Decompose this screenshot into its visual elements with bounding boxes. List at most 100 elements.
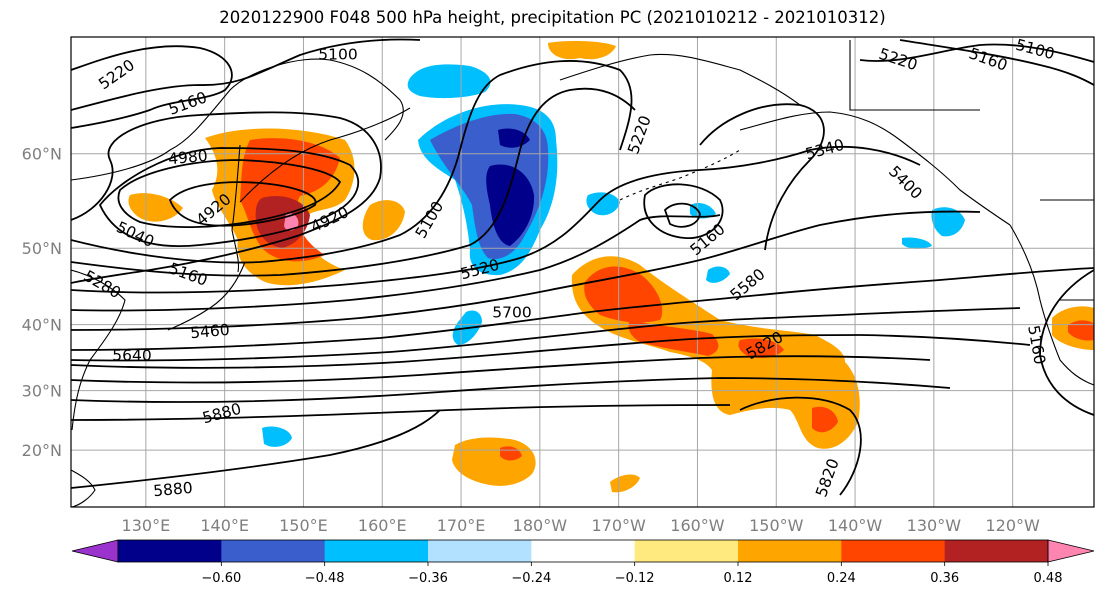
latitude-label: 20°N bbox=[22, 441, 62, 460]
precip-shading bbox=[128, 41, 1094, 493]
contour-label: 5340 bbox=[803, 136, 846, 164]
aleutian-islands bbox=[619, 149, 741, 201]
colorbar-outline bbox=[117, 539, 1049, 563]
colorbar-tick-label: −0.60 bbox=[201, 571, 241, 586]
contour-label: 5220 bbox=[877, 45, 920, 74]
contour-label: 5880 bbox=[153, 479, 194, 500]
contour-label: 5160 bbox=[967, 44, 1010, 74]
contour-5820-high bbox=[739, 396, 862, 496]
contour-5580 bbox=[71, 307, 1021, 362]
precip-area-lightblue bbox=[586, 192, 620, 216]
latitude-labels: 60°N 50°N 40°N 30°N 20°N bbox=[22, 145, 62, 460]
colorbar-tick-label: −0.48 bbox=[305, 571, 345, 586]
colorbar-segment bbox=[634, 540, 739, 562]
precip-area-lightblue bbox=[407, 64, 491, 99]
contour-4920 bbox=[168, 181, 317, 227]
contour-label: 4980 bbox=[168, 147, 209, 168]
contour-trough-alaska bbox=[699, 103, 825, 251]
colorbar-tick-label: 0.36 bbox=[930, 571, 959, 586]
contour-label: 5100 bbox=[318, 46, 357, 64]
longitude-label: 170°E bbox=[437, 516, 486, 535]
contour-4980 bbox=[117, 159, 342, 228]
map-frame bbox=[70, 36, 1095, 508]
coastline-alaska-south bbox=[739, 111, 1011, 226]
colorbar-segment bbox=[324, 540, 429, 562]
latitude-label: 40°N bbox=[22, 316, 62, 335]
coastline-kurils bbox=[239, 107, 411, 203]
colorbar-extend-max bbox=[1047, 539, 1095, 563]
contour-5640 bbox=[71, 334, 1031, 369]
colorbar-tick-label: 0.48 bbox=[1034, 571, 1063, 586]
colorbar-tick-label: 0.24 bbox=[827, 571, 856, 586]
precip-area-red bbox=[812, 406, 838, 433]
colorbar-segment bbox=[118, 540, 222, 562]
contour-label: 5220 bbox=[95, 56, 138, 93]
longitude-label: 170°W bbox=[591, 516, 646, 535]
contour-5760-east bbox=[1039, 269, 1094, 416]
contour-5040 bbox=[98, 147, 360, 247]
precip-area-lightblue bbox=[902, 237, 932, 249]
longitude-label: 140°E bbox=[200, 516, 249, 535]
contour-label: 5100 bbox=[412, 198, 447, 241]
coastline-alaska-west bbox=[559, 53, 801, 106]
contour-label: 5880 bbox=[200, 400, 243, 428]
precip-area-orange bbox=[362, 200, 405, 241]
longitude-label: 120°W bbox=[985, 516, 1040, 535]
colorbar-extend-min bbox=[71, 539, 119, 563]
colorbar-tick-label: −0.24 bbox=[511, 571, 551, 586]
precip-area-orange bbox=[548, 41, 616, 60]
contour-5220-east bbox=[859, 43, 1094, 63]
contour-5160-north bbox=[71, 38, 421, 111]
precip-area-lightblue bbox=[690, 203, 716, 219]
latitude-label: 50°N bbox=[22, 239, 62, 258]
contour-5100 bbox=[71, 60, 633, 264]
contour-5220-west bbox=[71, 45, 233, 129]
contour-5340 bbox=[71, 145, 921, 294]
contour-5460 bbox=[71, 210, 981, 331]
contour-5220 bbox=[71, 87, 636, 277]
longitude-label: 150°E bbox=[279, 516, 328, 535]
coastline-sakhalin bbox=[231, 144, 241, 273]
contour-5160-east bbox=[899, 39, 1094, 86]
longitude-label: 160°W bbox=[670, 516, 725, 535]
colorbar-segment bbox=[841, 540, 946, 562]
contour-label: 5160 bbox=[1024, 324, 1049, 366]
contour-5820 bbox=[71, 404, 731, 421]
longitude-label: 160°E bbox=[358, 516, 407, 535]
longitude-label: 180°W bbox=[513, 516, 568, 535]
coastlines bbox=[71, 40, 1094, 507]
colorbar-tick-label: 0.12 bbox=[724, 571, 753, 586]
coastline-siberia bbox=[71, 58, 404, 181]
graticule bbox=[71, 37, 1094, 507]
contour-5880 bbox=[71, 409, 441, 489]
contour-label: 5280 bbox=[81, 267, 124, 302]
contour-5160-low bbox=[71, 111, 382, 284]
colorbar-tick-label: −0.12 bbox=[615, 571, 655, 586]
colorbar-segment bbox=[944, 540, 1049, 562]
latitude-label: 30°N bbox=[22, 382, 62, 401]
coastline-north-america bbox=[1009, 224, 1094, 386]
contour-label: 5460 bbox=[190, 321, 231, 342]
colorbar-segment bbox=[738, 540, 842, 562]
precip-area-red bbox=[628, 320, 719, 356]
coastline-korea-china bbox=[71, 269, 126, 431]
contour-5160-ring-outer bbox=[643, 183, 724, 239]
coastline-south-china bbox=[71, 469, 96, 507]
contour-label: 5640 bbox=[112, 347, 151, 365]
colorbar-segment bbox=[531, 540, 636, 562]
contour-label: 5820 bbox=[812, 456, 842, 499]
longitude-label: 140°W bbox=[828, 516, 883, 535]
latitude-label: 60°N bbox=[22, 145, 62, 164]
contour-5760 bbox=[71, 377, 951, 403]
precip-area-lightblue bbox=[706, 266, 730, 283]
precip-area-red bbox=[1068, 320, 1094, 341]
precip-area-lightblue bbox=[931, 207, 965, 237]
longitude-label: 150°W bbox=[749, 516, 804, 535]
contour-5700 bbox=[71, 355, 931, 384]
precip-area-orange bbox=[452, 437, 536, 486]
colorbar: −0.60 −0.48 −0.36 −0.24 −0.12 0.12 0.24 0.36 0.4… bbox=[71, 539, 1095, 586]
contour-label: 5400 bbox=[885, 162, 926, 203]
contour-label: 5100 bbox=[1014, 36, 1057, 64]
